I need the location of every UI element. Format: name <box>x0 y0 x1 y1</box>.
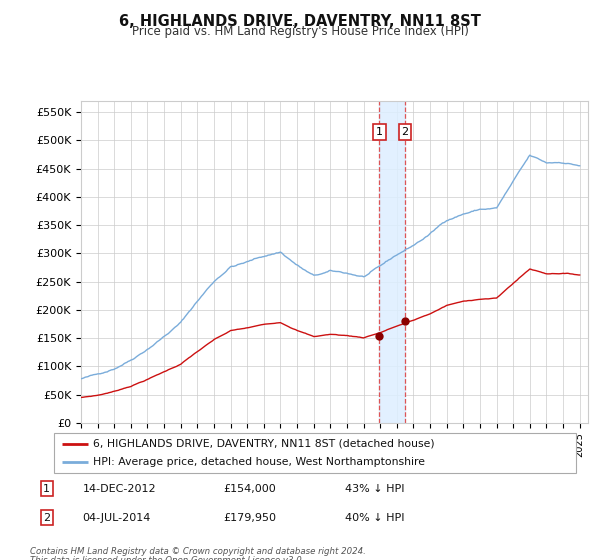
Text: 6, HIGHLANDS DRIVE, DAVENTRY, NN11 8ST (detached house): 6, HIGHLANDS DRIVE, DAVENTRY, NN11 8ST (… <box>93 439 435 449</box>
Text: 04-JUL-2014: 04-JUL-2014 <box>82 513 151 523</box>
Text: 14-DEC-2012: 14-DEC-2012 <box>82 484 156 494</box>
Text: 6, HIGHLANDS DRIVE, DAVENTRY, NN11 8ST: 6, HIGHLANDS DRIVE, DAVENTRY, NN11 8ST <box>119 14 481 29</box>
Text: 2: 2 <box>43 513 50 523</box>
Text: This data is licensed under the Open Government Licence v3.0.: This data is licensed under the Open Gov… <box>30 556 305 560</box>
Text: 1: 1 <box>376 127 383 137</box>
Bar <box>379 101 405 423</box>
Text: Contains HM Land Registry data © Crown copyright and database right 2024.: Contains HM Land Registry data © Crown c… <box>30 547 366 556</box>
Text: HPI: Average price, detached house, West Northamptonshire: HPI: Average price, detached house, West… <box>93 458 425 467</box>
Text: 43% ↓ HPI: 43% ↓ HPI <box>344 484 404 494</box>
Text: 1: 1 <box>43 484 50 494</box>
Text: £154,000: £154,000 <box>223 484 276 494</box>
Text: 40% ↓ HPI: 40% ↓ HPI <box>344 513 404 523</box>
Text: £179,950: £179,950 <box>223 513 276 523</box>
Text: Price paid vs. HM Land Registry's House Price Index (HPI): Price paid vs. HM Land Registry's House … <box>131 25 469 38</box>
Text: 2: 2 <box>401 127 409 137</box>
